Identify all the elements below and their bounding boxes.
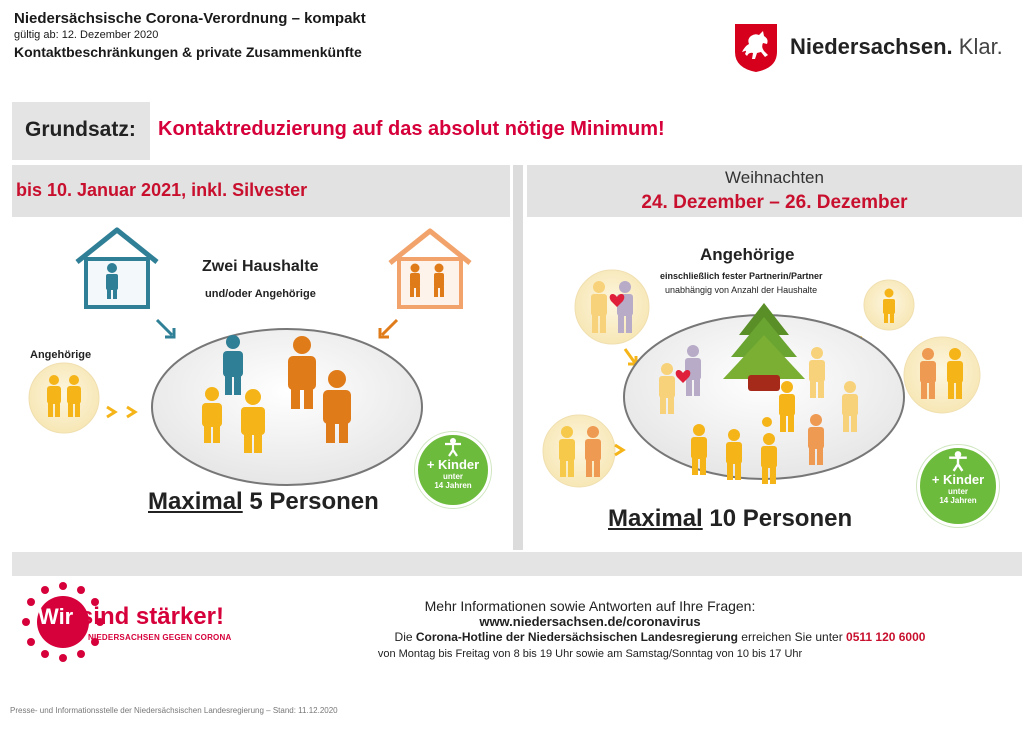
right-kids-main: + Kinder: [931, 472, 985, 487]
campaign-main: sind stärker!: [79, 603, 224, 630]
info-intro: Mehr Informationen sowie Antworten auf I…: [424, 598, 756, 614]
left-kids-main: + Kinder: [426, 457, 480, 472]
left-period-heading: bis 10. Januar 2021, inkl. Silvester: [16, 180, 308, 200]
arrow-teal-icon: [155, 318, 176, 339]
house-teal-icon: [75, 227, 159, 309]
right-kids-sub2: 14 Jahren: [939, 496, 977, 505]
two-households-label: Zwei Haushalte: [202, 258, 319, 275]
gathering-ellipse: [151, 328, 423, 486]
left-max-word: Maximal: [148, 488, 243, 515]
logo-bold: Niedersachsen.: [790, 34, 953, 59]
right-panel-header: [527, 165, 1022, 217]
niedersachsen-logo-text: Niedersachsen. Klar.: [790, 34, 1003, 60]
right-max-word: Maximal: [608, 505, 703, 532]
arrows-yellow-icon: [106, 405, 138, 419]
arrow-orange-icon: [378, 318, 399, 339]
right-illustration: [542, 269, 981, 488]
christmas-date-range: 24. Dezember – 26. Dezember: [641, 192, 908, 213]
wir-sind-staerker-logo-icon: [22, 582, 104, 662]
right-relatives-sub2: unabhängig von Anzahl der Haushalte: [665, 285, 818, 295]
left-kids-sub1: unter: [443, 472, 463, 481]
right-kids-sub1: unter: [948, 487, 968, 496]
left-max-rest: 5 Personen: [242, 488, 379, 515]
valid-date: gültig ab: 12. Dezember 2020: [14, 29, 159, 41]
single-person-icon: [883, 288, 895, 323]
principle-text: Kontaktreduzierung auf das absolut nötig…: [158, 118, 665, 140]
hotline-text: Die Corona-Hotline der Niedersächsischen…: [300, 630, 1020, 644]
hotline-pre: Die: [394, 630, 416, 644]
couple-circle: [574, 269, 650, 345]
relatives-circle: [28, 362, 100, 434]
left-kids-sub2: 14 Jahren: [434, 481, 472, 490]
pair-people-left-icon: [559, 426, 601, 477]
christmas-tree-icon: [723, 303, 805, 391]
right-max-persons: Maximal 10 Personen: [608, 505, 852, 533]
pair-people-right-icon: [920, 348, 963, 399]
campaign-text: Wir sind stärker!: [38, 603, 224, 631]
right-relatives-label: Angehörige: [700, 245, 795, 264]
left-relatives-label: Angehörige: [30, 349, 92, 361]
two-households-sub: und/oder Angehörige: [205, 288, 316, 300]
principle-label: Grundsatz:: [25, 118, 136, 141]
hotline-bold: Corona-Hotline der Niedersächsischen Lan…: [415, 630, 738, 644]
niedersachsen-horse-logo-icon: [735, 24, 777, 72]
page-subtitle: Kontaktbeschränkungen & private Zusammen…: [14, 44, 362, 60]
credit-line: Presse- und Informationsstelle der Niede…: [10, 706, 338, 715]
campaign-prefix: Wir: [38, 604, 74, 629]
couple-heart-icon: [591, 281, 633, 333]
child-icon: [949, 451, 967, 472]
left-panel-header: [12, 165, 510, 217]
info-url-link[interactable]: www.niedersachsen.de/coronavirus: [479, 614, 701, 629]
right-kids-badge: + Kinder unter 14 Jahren: [917, 445, 999, 527]
page-title: Niedersächsische Corona-Verordnung – kom…: [14, 10, 366, 27]
child-icon: [445, 438, 461, 457]
christmas-heading: Weihnachten: [725, 168, 824, 187]
hotline-hours: von Montag bis Freitag von 8 bis 19 Uhr …: [377, 648, 803, 660]
right-relatives-sub1: einschließlich fester Partnerin/Partner: [660, 271, 823, 281]
relatives-people-icon: [47, 375, 81, 417]
hotline-number[interactable]: 0511 120 6000: [846, 630, 926, 644]
house-orange-icon: [388, 228, 472, 309]
left-kids-badge: + Kinder unter 14 Jahren: [415, 432, 491, 508]
hotline-mid: erreichen Sie unter: [737, 630, 847, 644]
people-group-icon: [202, 335, 351, 453]
pair-circle-left: [542, 414, 616, 488]
principle-text-area: [150, 102, 1022, 160]
christmas-people-icon: [659, 345, 858, 484]
left-max-persons: Maximal 5 Personen: [148, 488, 379, 516]
pair-circle-right: [903, 336, 981, 414]
right-max-rest: 10 Personen: [702, 505, 853, 532]
left-illustration: [28, 227, 472, 486]
logo-light: Klar.: [958, 34, 1003, 59]
campaign-sub: NIEDERSACHSEN GEGEN CORONA: [88, 633, 232, 642]
panel-separator: [513, 165, 523, 550]
footer-band: [12, 552, 1022, 576]
